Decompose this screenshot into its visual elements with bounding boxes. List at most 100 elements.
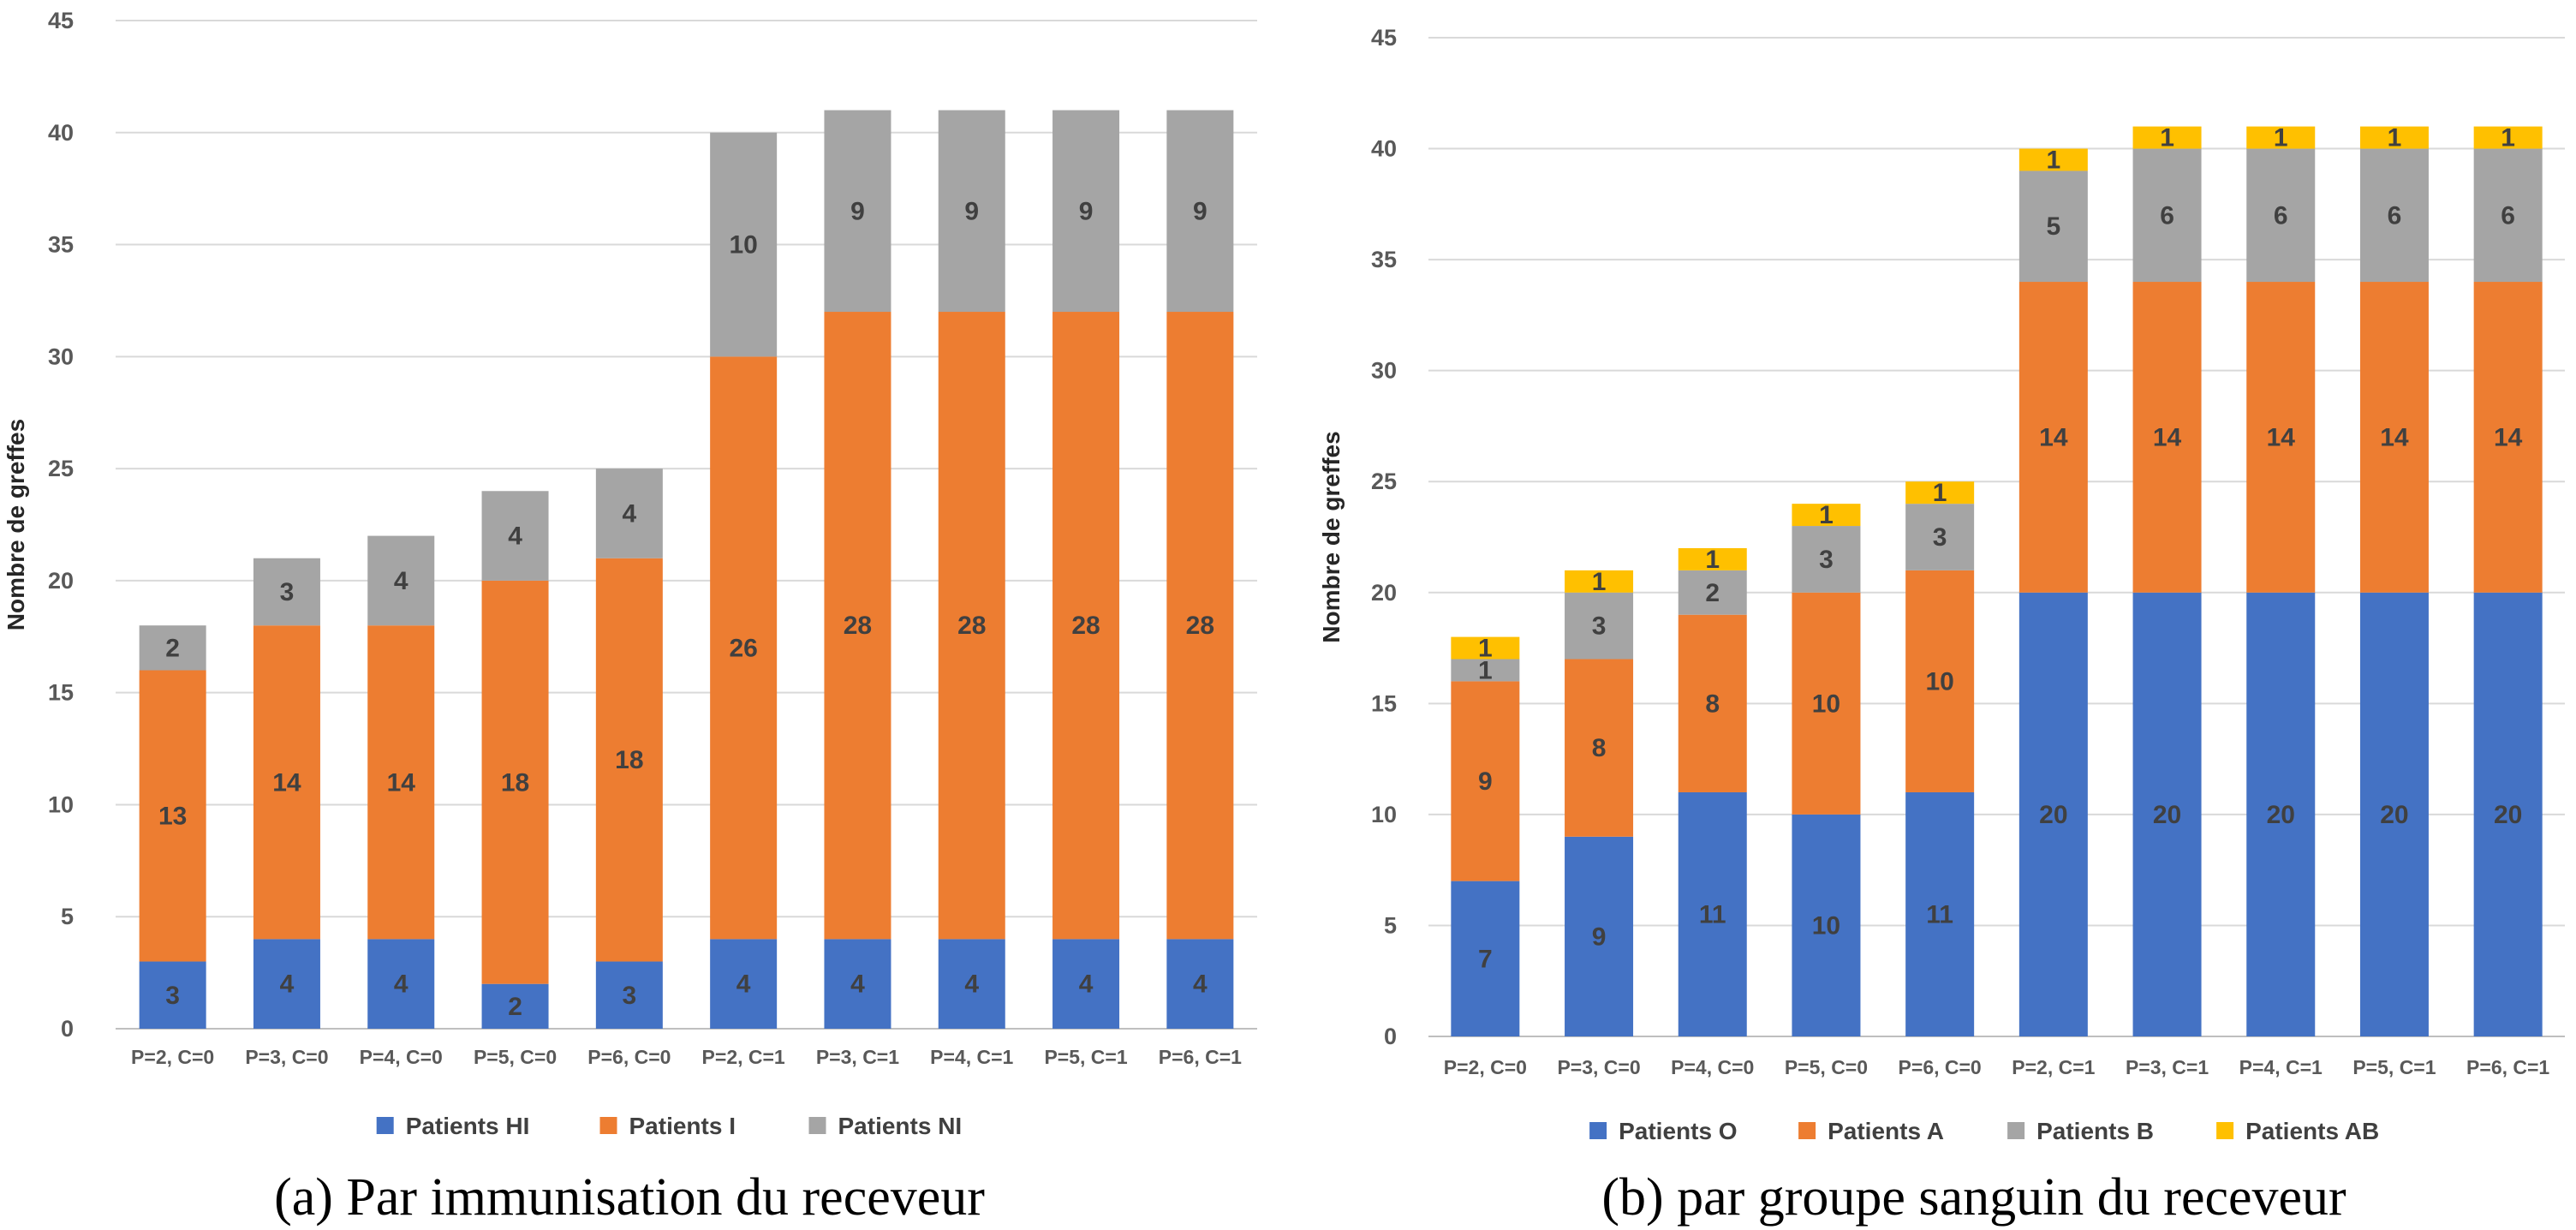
bar-segment-patients-i xyxy=(595,558,663,962)
legend-swatch xyxy=(2007,1122,2025,1139)
y-tick-label: 10 xyxy=(48,791,74,817)
caption-b: (b) par groupe sanguin du receveur xyxy=(1601,1168,2346,1227)
data-label: 3 xyxy=(165,982,180,1010)
bar-segment-patients-ni xyxy=(367,535,435,626)
x-tick-label: P=4, C=0 xyxy=(1671,1056,1754,1078)
bar-segment-patients-i xyxy=(824,312,891,940)
bar-segment-patients-ni xyxy=(595,469,663,558)
legend-label: Patients A xyxy=(1828,1118,1944,1144)
y-tick-label: 35 xyxy=(48,232,74,258)
bar-segment-patients-i xyxy=(710,356,778,940)
bar-segment-patients-i xyxy=(481,580,549,984)
data-label: 4 xyxy=(964,970,979,999)
data-label: 10 xyxy=(1925,667,1953,696)
legend-label: Patients I xyxy=(629,1113,736,1139)
y-tick-label: 40 xyxy=(48,120,74,146)
data-label: 4 xyxy=(850,970,865,999)
bar-segment-patients-ni xyxy=(710,132,778,357)
bar-segment-patients-b xyxy=(1451,659,1520,682)
data-label: 1 xyxy=(2274,124,2288,152)
x-tick-label: P=3, C=0 xyxy=(245,1046,328,1068)
legend-swatch xyxy=(1589,1122,1607,1139)
x-tick-label: P=6, C=0 xyxy=(1899,1056,1982,1078)
legend-label: Patients NI xyxy=(838,1113,963,1139)
bar-segment-patients-b xyxy=(2246,148,2316,283)
y-tick-label: 0 xyxy=(61,1016,74,1042)
bar-segment-patients-b xyxy=(1905,504,1975,570)
data-label: 3 xyxy=(623,982,637,1010)
bar-segment-patients-a xyxy=(1565,659,1634,837)
data-label: 7 xyxy=(1478,945,1493,973)
bar-segment-patients-ab xyxy=(2132,126,2202,149)
bar-segment-patients-a xyxy=(1792,592,1861,815)
data-label: 20 xyxy=(2153,801,2181,829)
data-label: 2 xyxy=(508,993,522,1021)
data-label: 2 xyxy=(1705,579,1720,607)
bar-segment-patients-o xyxy=(2018,592,2088,1036)
y-tick-label: 20 xyxy=(1371,580,1397,606)
bar-segment-patients-o xyxy=(2132,592,2202,1036)
y-axis-title: Nombre de greffes xyxy=(1318,431,1345,642)
bar-segment-patients-o xyxy=(1792,814,1861,1036)
bar-segment-patients-a xyxy=(2018,282,2088,593)
data-label: 14 xyxy=(272,768,301,797)
data-label: 1 xyxy=(2388,124,2402,152)
data-label: 1 xyxy=(1478,635,1493,663)
data-label: 28 xyxy=(1186,612,1214,640)
data-label: 4 xyxy=(280,970,295,999)
data-label: 6 xyxy=(2274,201,2288,230)
data-label: 4 xyxy=(394,970,408,999)
y-tick-label: 5 xyxy=(61,904,74,929)
x-tick-label: P=6, C=1 xyxy=(2466,1056,2549,1078)
bar-segment-patients-b xyxy=(2132,148,2202,283)
bar-segment-patients-ab xyxy=(2018,148,2088,171)
bar-segment-patients-i xyxy=(139,670,206,962)
y-tick-label: 25 xyxy=(1371,469,1397,494)
data-label: 8 xyxy=(1592,734,1607,762)
x-tick-label: P=2, C=0 xyxy=(131,1046,214,1068)
bar-segment-patients-a xyxy=(1451,681,1520,881)
data-label: 14 xyxy=(2039,423,2068,451)
bar-segment-patients-hi xyxy=(710,939,778,1029)
data-label: 1 xyxy=(1478,656,1493,684)
bar-segment-patients-ab xyxy=(2246,126,2316,149)
data-label: 1 xyxy=(2501,124,2515,152)
y-axis-title: Nombre de greffes xyxy=(3,419,29,630)
data-label: 11 xyxy=(1699,900,1726,928)
data-label: 5 xyxy=(2047,212,2061,241)
data-label: 10 xyxy=(729,231,757,260)
bar-segment-patients-ni xyxy=(481,491,549,581)
bar-segment-patients-b xyxy=(2473,148,2543,283)
data-label: 6 xyxy=(2160,201,2174,230)
bar-segment-patients-a xyxy=(2473,282,2543,593)
y-tick-label: 0 xyxy=(1384,1024,1397,1049)
data-label: 9 xyxy=(1079,197,1094,225)
data-label: 10 xyxy=(1812,690,1840,718)
x-tick-label: P=5, C=0 xyxy=(1785,1056,1868,1078)
y-tick-label: 10 xyxy=(1371,802,1397,827)
x-tick-label: P=5, C=1 xyxy=(2352,1056,2436,1078)
data-label: 20 xyxy=(2380,801,2408,829)
data-label: 1 xyxy=(1705,546,1720,574)
bar-segment-patients-i xyxy=(253,625,320,940)
bar-segment-patients-hi xyxy=(367,939,435,1029)
bar-segment-patients-o xyxy=(1905,791,1975,1036)
bar-segment-patients-hi xyxy=(1052,939,1120,1029)
data-label: 4 xyxy=(736,970,751,999)
data-label: 8 xyxy=(1705,690,1720,718)
data-label: 18 xyxy=(615,746,643,774)
bar-segment-patients-ab xyxy=(2359,126,2429,149)
data-label: 20 xyxy=(2267,801,2295,829)
bar-segment-patients-hi xyxy=(139,961,206,1029)
data-label: 9 xyxy=(1592,922,1607,951)
data-label: 1 xyxy=(2047,146,2061,175)
data-label: 4 xyxy=(1079,970,1094,999)
bar-segment-patients-ab xyxy=(1905,481,1975,505)
bar-segment-patients-o xyxy=(2359,592,2429,1036)
legend: Patients HI Patients I Patients NI xyxy=(376,1113,963,1139)
data-label: 1 xyxy=(1592,568,1607,596)
bar-segment-patients-ni xyxy=(1052,110,1120,313)
x-tick-label: P=3, C=0 xyxy=(1557,1056,1640,1078)
data-label: 26 xyxy=(729,634,757,662)
